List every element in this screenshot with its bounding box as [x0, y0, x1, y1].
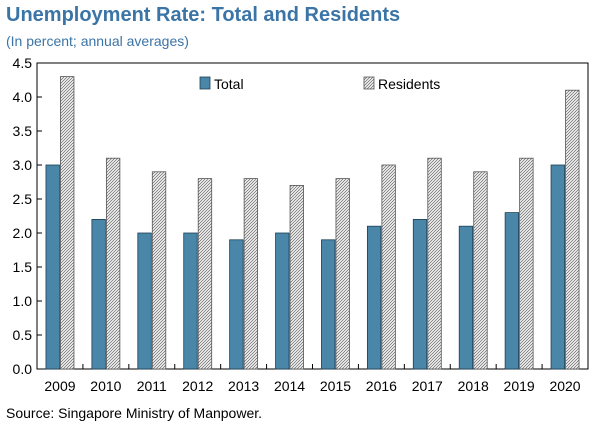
legend-swatch-residents: [363, 76, 375, 90]
x-tick-label: 2010: [90, 378, 121, 394]
legend: Total Residents: [199, 76, 440, 92]
bar-residents-2012: [197, 178, 213, 370]
y-tick-label: 4.5: [13, 55, 33, 71]
bar-total-2016: [366, 225, 382, 370]
bar-total-2017: [412, 218, 428, 370]
x-tick-label: 2016: [366, 378, 397, 394]
x-tick-label: 2014: [274, 378, 305, 394]
y-tick-label: 3.0: [13, 157, 33, 173]
x-axis: 2009 2010 2011 2012 2013 2014 2015 2016 2017 2018…: [44, 364, 581, 394]
bar-total-2011: [137, 232, 152, 370]
bar-residents-2013: [243, 178, 259, 370]
bar-residents-2010: [105, 157, 121, 370]
legend-label-residents: Residents: [378, 76, 440, 92]
x-tick-label: 2019: [504, 378, 535, 394]
bar-total-2020: [550, 164, 565, 370]
chart-subtitle: (In percent; annual averages): [6, 33, 189, 49]
bar-total-2014: [275, 232, 290, 370]
bar-residents-2009: [60, 76, 75, 370]
legend-swatch-total: [199, 76, 211, 90]
bar-total-2012: [183, 232, 198, 370]
source-note: Source: Singapore Ministry of Manpower.: [6, 405, 263, 421]
y-tick-label: 2.5: [13, 191, 33, 207]
bar-residents-2016: [381, 164, 396, 370]
y-tick-label: 1.0: [13, 293, 33, 309]
bar-residents-2020: [565, 89, 580, 370]
x-tick-label: 2011: [137, 378, 167, 394]
y-axis: 0.0 0.5 1.0 1.5 2.0 2.5 3.0 3.5 4.0 4.5: [13, 55, 42, 377]
bar-residents-2015: [335, 178, 350, 370]
bar-total-2018: [458, 225, 474, 370]
y-tick-label: 2.0: [13, 225, 33, 241]
x-tick-label: 2017: [412, 378, 443, 394]
bar-total-2009: [45, 164, 60, 370]
bars: [45, 76, 580, 370]
bar-residents-2018: [473, 171, 488, 370]
x-tick-label: 2012: [182, 378, 213, 394]
bar-residents-2017: [427, 157, 442, 370]
bar-residents-2019: [519, 157, 534, 370]
chart-title: Unemployment Rate: Total and Residents: [6, 4, 401, 26]
y-tick-label: 0.5: [13, 327, 33, 343]
bar-total-2019: [504, 212, 520, 370]
x-tick-label: 2009: [44, 378, 75, 394]
y-tick-label: 4.0: [13, 89, 33, 105]
x-tick-label: 2013: [228, 378, 259, 394]
bar-total-2013: [229, 239, 244, 370]
x-tick-label: 2020: [549, 378, 580, 394]
x-tick-label: 2018: [458, 378, 489, 394]
bar-total-2015: [321, 239, 336, 370]
bar-residents-2011: [151, 171, 167, 370]
y-tick-label: 1.5: [13, 259, 33, 275]
y-tick-label: 0.0: [13, 361, 33, 377]
legend-label-total: Total: [214, 76, 244, 92]
bar-total-2010: [91, 218, 106, 370]
bar-residents-2014: [289, 184, 304, 370]
y-tick-label: 3.5: [13, 123, 33, 139]
x-tick-label: 2015: [320, 378, 351, 394]
